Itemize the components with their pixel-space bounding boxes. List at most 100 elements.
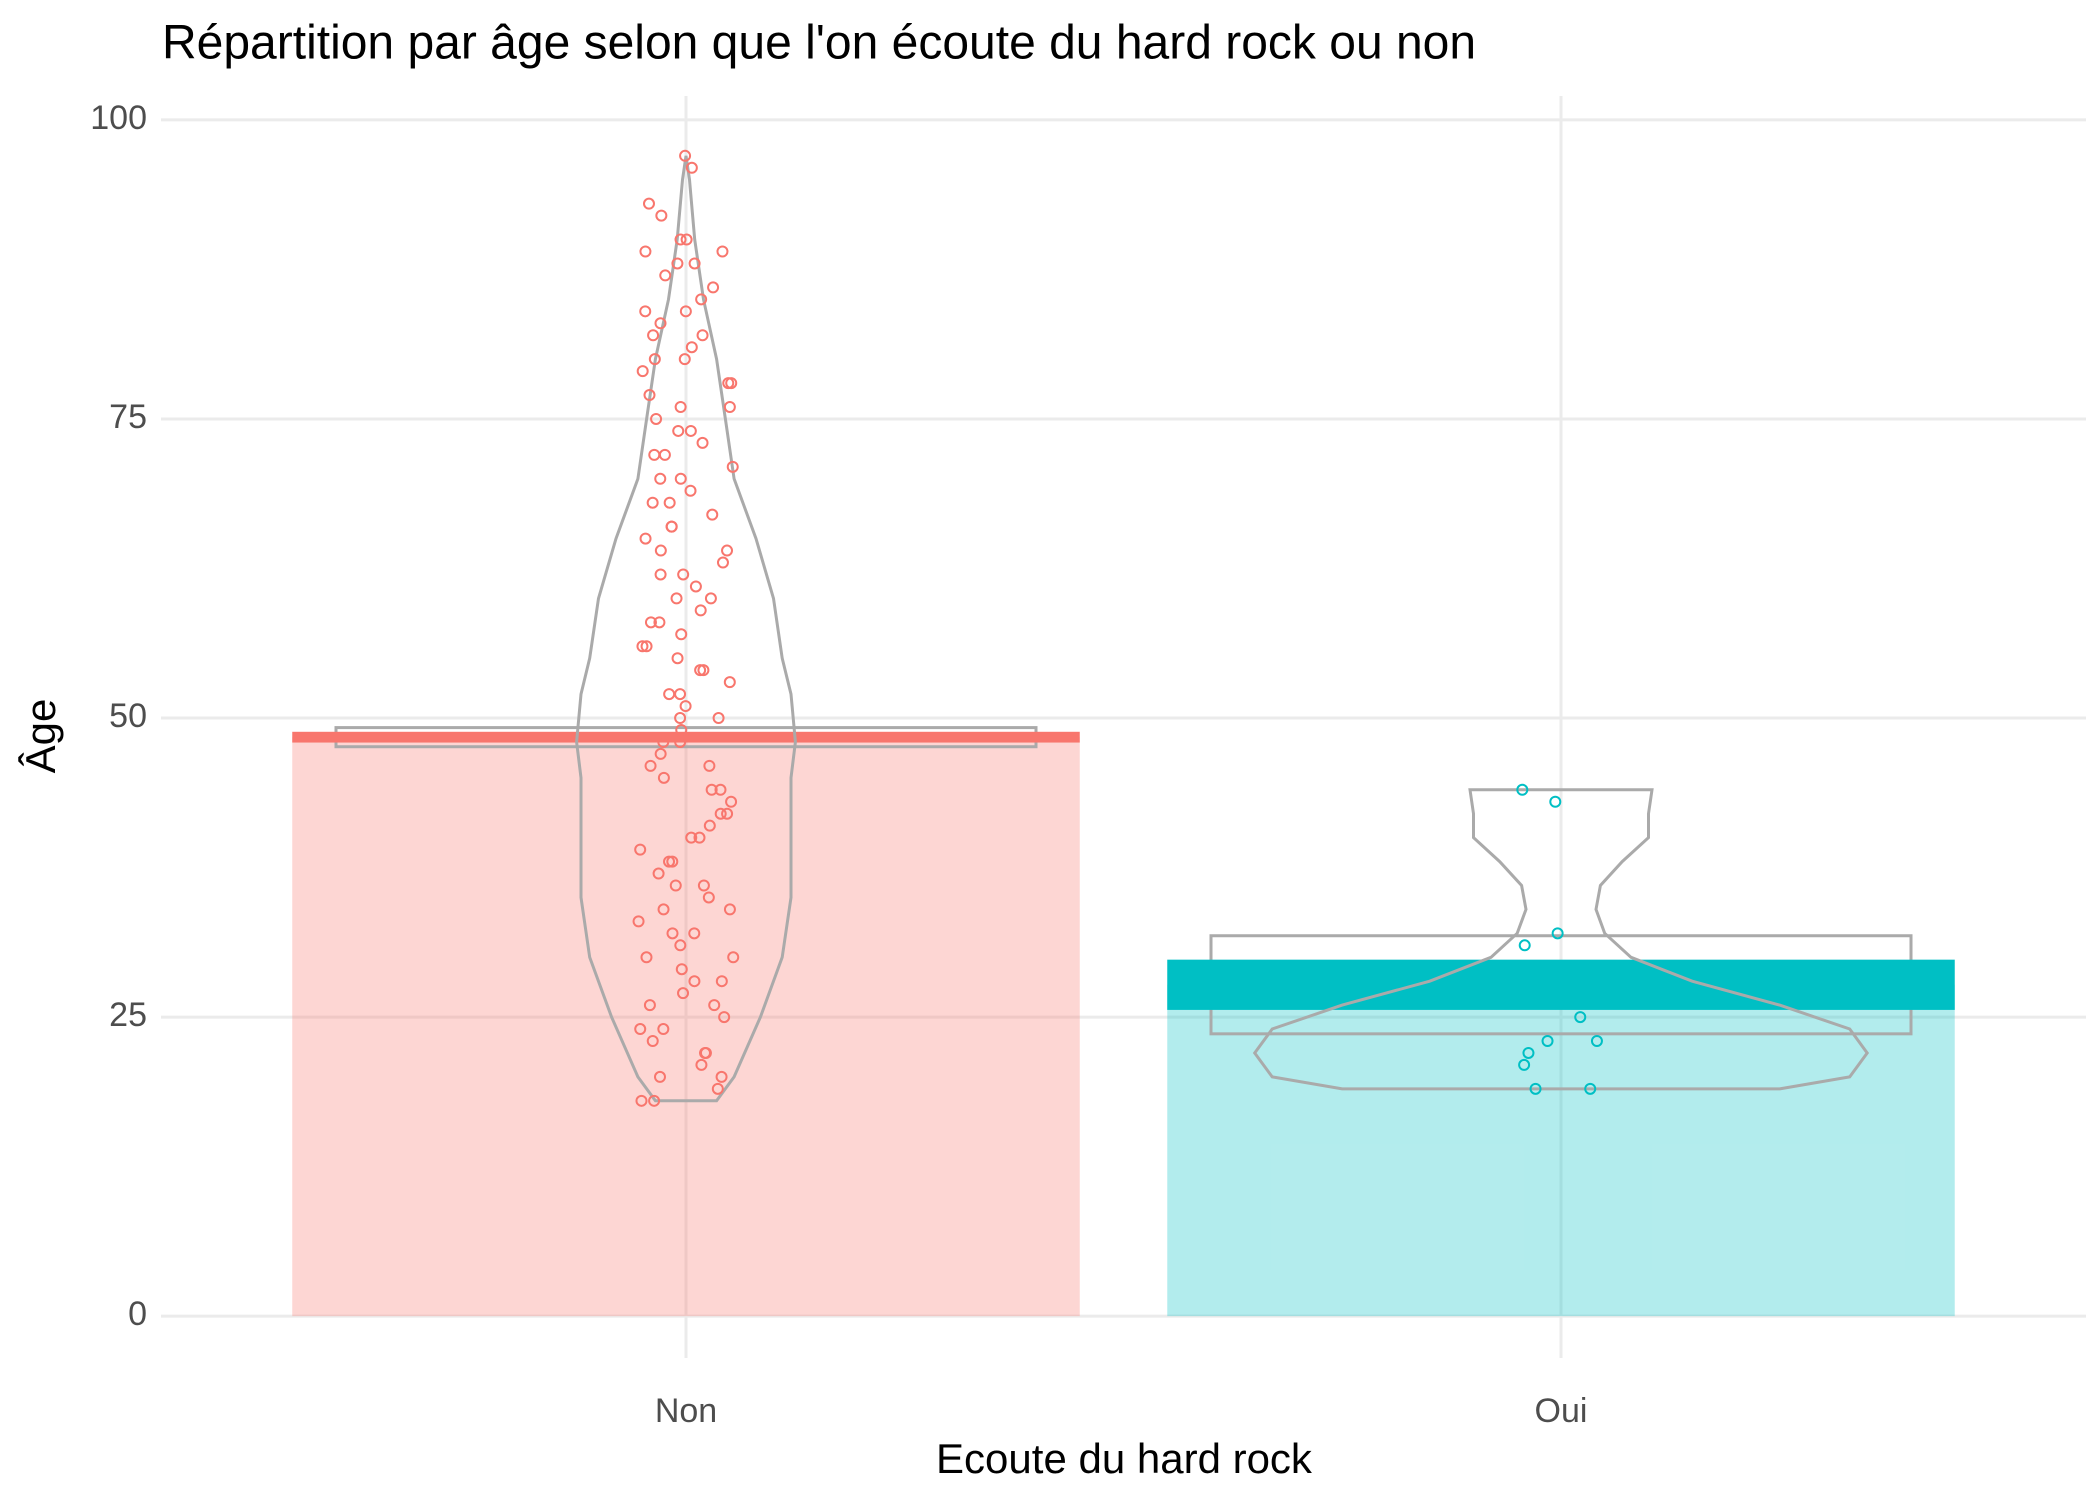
data-point	[644, 616, 657, 629]
data-point	[680, 233, 693, 246]
data-point	[657, 1023, 670, 1036]
data-point	[703, 759, 716, 772]
data-point	[725, 795, 738, 808]
y-tick-label: 50	[109, 697, 147, 735]
data-point	[697, 879, 710, 892]
data-point	[721, 544, 734, 557]
data-point	[646, 1035, 659, 1048]
y-tick-label: 0	[128, 1295, 147, 1333]
x-tick-label: Non	[655, 1392, 717, 1430]
data-point	[699, 1046, 712, 1059]
data-point	[670, 592, 683, 605]
data-point	[653, 616, 666, 629]
data-point	[639, 245, 652, 258]
data-point	[711, 1082, 724, 1095]
data-point	[679, 700, 692, 713]
data-point	[716, 556, 729, 569]
data-point	[685, 341, 698, 354]
data-point	[655, 209, 668, 222]
data-point	[650, 412, 663, 425]
data-point	[646, 496, 659, 509]
data-point	[721, 807, 734, 820]
data-point	[702, 891, 715, 904]
data-point	[658, 448, 671, 461]
data-point	[643, 999, 656, 1012]
data-point	[675, 723, 688, 736]
data-point	[632, 915, 645, 928]
y-axis-title: Âge	[17, 699, 64, 774]
data-point	[1518, 1058, 1531, 1071]
data-point	[1541, 1035, 1554, 1048]
data-point	[639, 532, 652, 545]
data-point	[644, 759, 657, 772]
data-point	[726, 460, 739, 473]
data-point	[674, 735, 687, 748]
data-point	[671, 257, 684, 270]
data-point	[714, 783, 727, 796]
data-point	[639, 305, 652, 318]
data-point	[684, 424, 697, 437]
data-point	[634, 843, 647, 856]
data-point	[648, 1094, 661, 1107]
data-point	[654, 472, 667, 485]
data-point	[723, 676, 736, 689]
data-point	[674, 472, 687, 485]
data-point	[669, 879, 682, 892]
data-point	[635, 1094, 648, 1107]
data-point	[654, 544, 667, 557]
data-point	[688, 927, 701, 940]
mean-band	[1167, 959, 1955, 1010]
data-point	[725, 377, 738, 390]
data-point	[666, 927, 679, 940]
data-point	[636, 640, 649, 653]
data-point	[1529, 1082, 1542, 1095]
data-point	[707, 281, 720, 294]
data-point	[653, 1070, 666, 1083]
data-point	[643, 389, 656, 402]
data-point	[685, 831, 698, 844]
data-point	[652, 867, 665, 880]
data-point	[654, 747, 667, 760]
data-point	[674, 712, 687, 725]
x-axis-title: Ecoute du hard rock	[936, 1435, 1313, 1482]
mean-band	[292, 731, 1080, 743]
data-point	[674, 688, 687, 701]
data-point	[716, 245, 729, 258]
data-point	[648, 353, 661, 366]
data-point	[654, 568, 667, 581]
data-point	[657, 771, 670, 784]
data-point	[706, 508, 719, 521]
data-point	[1522, 1046, 1535, 1059]
data-point	[674, 939, 687, 952]
data-point	[712, 712, 725, 725]
data-point	[705, 783, 718, 796]
data-point	[696, 436, 709, 449]
data-point	[695, 293, 708, 306]
data-point	[715, 975, 728, 988]
data-point	[703, 819, 716, 832]
data-point	[677, 987, 690, 1000]
data-point	[688, 975, 701, 988]
data-point	[657, 735, 670, 748]
data-point	[696, 329, 709, 342]
y-tick-label: 25	[109, 996, 147, 1034]
data-point	[663, 688, 676, 701]
violin	[575, 155, 797, 1103]
data-point	[1590, 1035, 1603, 1048]
data-point	[689, 580, 702, 593]
data-point	[677, 568, 690, 581]
data-point	[718, 1011, 731, 1024]
data-point	[715, 1070, 728, 1083]
data-point	[665, 520, 678, 533]
data-point	[685, 161, 698, 174]
data-point	[708, 999, 721, 1012]
data-point	[671, 652, 684, 665]
data-point	[654, 317, 667, 330]
data-point	[634, 1023, 647, 1036]
data-point	[723, 903, 736, 916]
data-point	[647, 329, 660, 342]
data-point	[1549, 795, 1562, 808]
bar	[292, 737, 1080, 1317]
data-point	[657, 903, 670, 916]
